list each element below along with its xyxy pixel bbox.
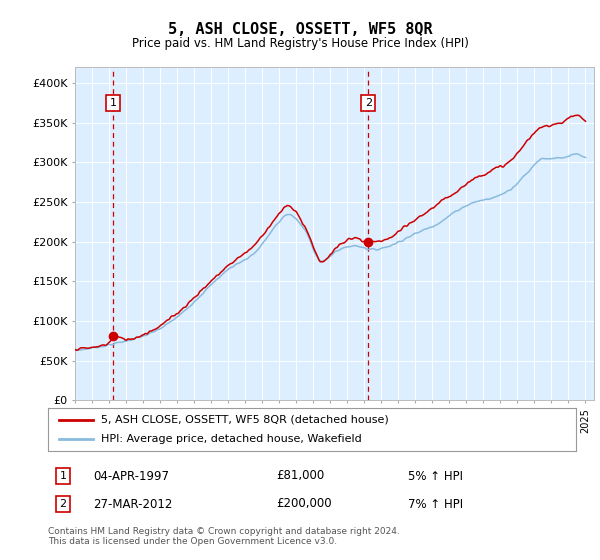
- Text: 7% ↑ HPI: 7% ↑ HPI: [408, 497, 463, 511]
- Text: 2: 2: [59, 499, 67, 509]
- Text: 27-MAR-2012: 27-MAR-2012: [93, 497, 172, 511]
- Text: £81,000: £81,000: [276, 469, 324, 483]
- Text: 04-APR-1997: 04-APR-1997: [93, 469, 169, 483]
- Text: 5% ↑ HPI: 5% ↑ HPI: [408, 469, 463, 483]
- Text: 5, ASH CLOSE, OSSETT, WF5 8QR (detached house): 5, ASH CLOSE, OSSETT, WF5 8QR (detached …: [101, 415, 389, 424]
- Text: 1: 1: [110, 98, 117, 108]
- Text: Contains HM Land Registry data © Crown copyright and database right 2024.
This d: Contains HM Land Registry data © Crown c…: [48, 526, 400, 546]
- Text: £200,000: £200,000: [276, 497, 332, 511]
- Text: 1: 1: [59, 471, 67, 481]
- Text: Price paid vs. HM Land Registry's House Price Index (HPI): Price paid vs. HM Land Registry's House …: [131, 37, 469, 50]
- Text: 5, ASH CLOSE, OSSETT, WF5 8QR: 5, ASH CLOSE, OSSETT, WF5 8QR: [167, 22, 433, 38]
- Text: HPI: Average price, detached house, Wakefield: HPI: Average price, detached house, Wake…: [101, 435, 362, 444]
- Text: 2: 2: [365, 98, 372, 108]
